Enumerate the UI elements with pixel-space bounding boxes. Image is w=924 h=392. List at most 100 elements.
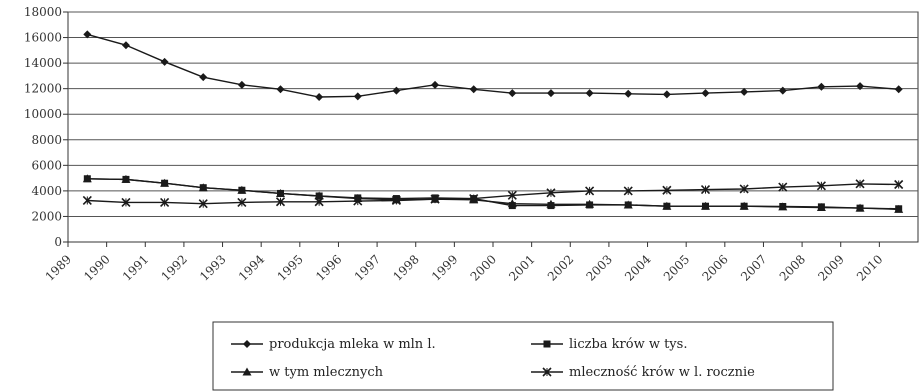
x-tick-label: 2008: [777, 252, 808, 283]
y-axis: 0 2000 4000 6000 8000 10000 12000 14000 16000 180…: [24, 5, 68, 249]
data-point: [855, 179, 865, 189]
x-tick-label: 2009: [815, 252, 846, 283]
series-4: [82, 179, 904, 209]
data-point: [816, 181, 826, 191]
data-point: [623, 200, 633, 209]
x-tick-label: 2007: [738, 252, 769, 283]
data-point: [739, 201, 749, 210]
legend-label: liczba krów w tys.: [569, 337, 687, 352]
data-point: [662, 185, 672, 195]
series-line: [87, 183, 899, 205]
x-tick-label: 1990: [81, 252, 112, 283]
x-tick-label: 1996: [313, 252, 344, 283]
x-tick-label: 1997: [352, 252, 383, 283]
data-point: [856, 82, 865, 91]
data-point: [276, 85, 285, 94]
data-point: [585, 89, 594, 98]
data-point: [700, 185, 711, 195]
legend-item: w tym mlecznych: [231, 365, 384, 380]
x-tick-label: 1999: [429, 252, 460, 283]
data-point: [508, 89, 517, 98]
data-point: [199, 73, 208, 82]
data-point: [237, 80, 246, 89]
y-tick-label: 6000: [31, 158, 62, 172]
data-point: [237, 197, 247, 207]
y-tick-label: 2000: [31, 209, 62, 223]
series-line: [87, 33, 899, 98]
data-point: [894, 204, 904, 213]
data-point: [160, 57, 169, 66]
y-tick-label: 10000: [24, 107, 62, 121]
legend-marker: [242, 367, 252, 376]
legend-item: mleczność krów w l. rocznie: [531, 365, 755, 380]
y-tick-label: 4000: [31, 184, 62, 198]
legend-marker: [542, 367, 552, 377]
data-point: [662, 201, 672, 210]
data-point: [507, 199, 517, 208]
data-point: [894, 85, 903, 94]
data-point: [237, 185, 247, 194]
data-point: [739, 184, 749, 194]
data-point: [353, 92, 362, 101]
legend-item: liczba krów w tys.: [531, 337, 687, 352]
data-point: [314, 191, 324, 200]
x-tick-label: 2005: [661, 252, 692, 283]
x-tick-label: 1989: [43, 252, 74, 283]
data-point: [740, 87, 749, 96]
x-tick-label: 1995: [274, 252, 305, 283]
data-point: [469, 193, 479, 204]
data-point: [701, 201, 710, 210]
x-tick-label: 1992: [159, 252, 190, 283]
data-point: [623, 186, 633, 196]
legend: produkcja mleka w mln l. liczba krów w ty…: [212, 321, 834, 391]
data-point: [431, 80, 440, 89]
legend-marker: [543, 340, 551, 348]
x-tick-label: 1993: [197, 252, 228, 283]
data-point: [314, 197, 324, 207]
data-point: [469, 85, 478, 94]
data-point: [585, 186, 595, 196]
data-point: [121, 174, 131, 183]
data-point: [778, 86, 787, 95]
x-tick-label: 2003: [584, 252, 615, 283]
data-point: [160, 178, 170, 187]
data-point: [816, 203, 826, 211]
y-tick-label: 18000: [24, 5, 62, 19]
legend-label: produkcja mleka w mln l.: [269, 337, 436, 352]
data-point: [315, 92, 324, 101]
x-tick-label: 1994: [236, 252, 268, 284]
data-point: [353, 196, 363, 206]
data-point: [701, 89, 710, 98]
data-point: [276, 188, 285, 197]
data-point: [82, 195, 92, 206]
x-tick-label: 1998: [390, 252, 421, 283]
series-line: [87, 178, 899, 210]
x-tick-label: 2002: [545, 252, 576, 283]
data-point: [121, 197, 131, 207]
legend-box: [212, 321, 834, 391]
data-point: [507, 190, 517, 200]
data-point: [624, 89, 633, 98]
y-tick-label: 16000: [24, 31, 62, 45]
series-3: [82, 174, 904, 213]
data-point: [121, 41, 130, 50]
data-point: [546, 188, 556, 198]
data-point: [198, 199, 208, 209]
series-group: [82, 30, 904, 213]
data-point: [817, 82, 826, 91]
x-tick-label: 2006: [699, 252, 730, 283]
data-point: [855, 203, 865, 212]
data-point: [392, 86, 401, 95]
y-tick-label: 0: [54, 235, 62, 249]
legend-item: produkcja mleka w mln l.: [231, 337, 436, 352]
series-1: [83, 30, 903, 101]
data-point: [160, 197, 170, 207]
x-tick-label: 2001: [506, 252, 537, 283]
data-point: [391, 195, 401, 206]
data-point: [82, 174, 92, 183]
data-point: [778, 182, 788, 192]
x-tick-label: 2000: [468, 252, 499, 283]
x-tick-label: 2004: [622, 252, 654, 284]
data-point: [778, 202, 788, 211]
